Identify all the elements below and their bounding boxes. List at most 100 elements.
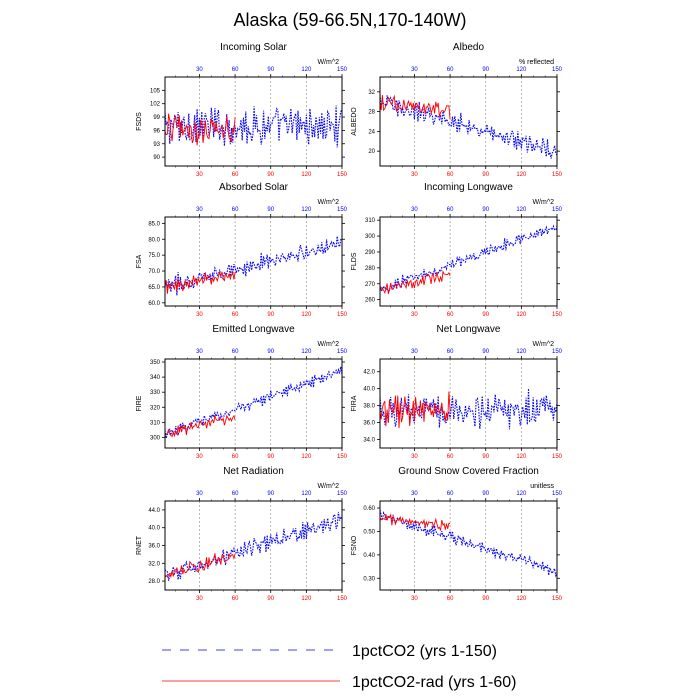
bottom-tick-label: 120 (301, 454, 312, 460)
y-tick-label: 40.0 (148, 526, 160, 532)
units-label: W/m^2 (532, 341, 554, 348)
plot-frame (164, 216, 343, 307)
y-tick-label: 70.0 (148, 269, 160, 275)
series-line-1pctco2 (165, 105, 342, 148)
bottom-tick-label: 60 (447, 596, 454, 602)
y-tick-label: 75.0 (148, 253, 160, 259)
y-tick-label: 260 (365, 298, 376, 304)
y-axis-label: FIRE (136, 395, 143, 411)
top-tick-label: 60 (447, 67, 454, 73)
y-tick-label: 90 (153, 155, 160, 161)
y-tick-label: 270 (365, 282, 376, 288)
panel-absorbed-solar: Absorbed Solar W/m^2 30 30 60 60 90 90 120 120 150… (136, 182, 348, 318)
series-line-1pctco2 (380, 388, 557, 430)
y-tick-label: 42.0 (363, 370, 375, 376)
bottom-tick-label: 60 (232, 312, 239, 318)
y-tick-label: 38.0 (363, 404, 375, 410)
panel-net-radiation: Net Radiation W/m^2 30 30 60 60 90 90 120 120 150 1… (136, 466, 348, 602)
top-tick-label: 150 (337, 207, 348, 213)
series-line-1pctco2 (165, 236, 342, 296)
y-tick-label: 102 (150, 102, 161, 108)
bottom-tick-label: 150 (552, 172, 563, 178)
top-tick-label: 60 (447, 491, 454, 497)
top-tick-label: 120 (516, 491, 527, 497)
bottom-tick-label: 30 (196, 454, 203, 460)
series-line-1pctco2 (380, 224, 557, 293)
y-tick-label: 20 (368, 149, 375, 155)
panel-incoming-longwave: Incoming Longwave W/m^2 30 30 60 60 90 90 120 120… (351, 182, 563, 318)
y-tick-label: 85.0 (148, 221, 160, 227)
units-label: W/m^2 (317, 59, 339, 66)
top-tick-label: 90 (482, 67, 489, 73)
bottom-tick-label: 90 (267, 596, 274, 602)
bottom-tick-label: 150 (552, 454, 563, 460)
top-tick-label: 60 (232, 67, 239, 73)
units-label: unitless (530, 483, 554, 490)
plot-frame (164, 76, 343, 167)
y-tick-label: 340 (150, 375, 161, 381)
panel-title: Albedo (453, 42, 485, 53)
top-tick-label: 150 (337, 491, 348, 497)
legend-label: 1pctCO2-rad (yrs 1-60) (352, 674, 517, 691)
bottom-tick-label: 60 (447, 172, 454, 178)
bottom-tick-label: 120 (301, 596, 312, 602)
plot-frame (379, 358, 558, 449)
y-axis-label: ALBEDO (351, 107, 358, 136)
bottom-tick-label: 90 (267, 312, 274, 318)
bottom-tick-label: 30 (196, 312, 203, 318)
top-tick-label: 90 (267, 349, 274, 355)
top-tick-label: 90 (482, 207, 489, 213)
bottom-tick-label: 30 (411, 312, 418, 318)
top-tick-label: 90 (482, 491, 489, 497)
bottom-tick-label: 150 (552, 312, 563, 318)
top-tick-label: 150 (552, 67, 563, 73)
bottom-tick-label: 120 (301, 312, 312, 318)
top-tick-label: 90 (267, 67, 274, 73)
bottom-tick-label: 120 (516, 596, 527, 602)
units-label: W/m^2 (317, 199, 339, 206)
y-tick-label: 300 (150, 435, 161, 441)
series-line-1pctco2-rad (165, 113, 236, 146)
top-tick-label: 30 (196, 349, 203, 355)
y-tick-label: 330 (150, 390, 161, 396)
y-tick-label: 28.0 (148, 579, 160, 585)
top-tick-label: 120 (301, 207, 312, 213)
y-tick-label: 32 (368, 90, 375, 96)
series-line-1pctco2-rad (165, 414, 236, 438)
top-tick-label: 150 (552, 349, 563, 355)
y-tick-label: 0.40 (363, 553, 375, 559)
series-line-1pctco2 (165, 366, 342, 439)
top-tick-label: 90 (482, 349, 489, 355)
y-tick-label: 34.0 (363, 438, 375, 444)
y-axis-label: FLDS (351, 252, 358, 270)
bottom-tick-label: 90 (482, 312, 489, 318)
panel-net-longwave: Net Longwave W/m^2 30 30 60 60 90 90 120 120 150 15… (351, 324, 563, 460)
series-line-1pctco2 (165, 511, 342, 581)
y-tick-label: 290 (365, 250, 376, 256)
units-label: W/m^2 (317, 483, 339, 490)
y-tick-label: 0.50 (363, 529, 375, 535)
y-tick-label: 65.0 (148, 285, 160, 291)
panel-title: Net Longwave (437, 324, 501, 335)
panel-title: Emitted Longwave (212, 324, 295, 335)
y-axis-label: FSDS (136, 112, 143, 131)
bottom-tick-label: 30 (196, 172, 203, 178)
legend-item-1pctco2-yrs-1-150: 1pctCO2 (yrs 1-150) (162, 643, 497, 660)
y-tick-label: 320 (150, 405, 161, 411)
bottom-tick-label: 30 (196, 596, 203, 602)
y-tick-label: 60.0 (148, 301, 160, 307)
units-label: % reflected (519, 59, 554, 66)
panel-incoming-solar: Incoming Solar W/m^2 30 30 60 60 90 90 120 120 150… (136, 42, 348, 178)
bottom-tick-label: 90 (267, 454, 274, 460)
units-label: W/m^2 (532, 199, 554, 206)
plot-frame (164, 358, 343, 449)
series-line-1pctco2-rad (380, 513, 451, 531)
series-line-1pctco2-rad (165, 270, 236, 294)
series-line-1pctco2-rad (380, 269, 451, 294)
bottom-tick-label: 60 (232, 454, 239, 460)
top-tick-label: 60 (232, 349, 239, 355)
bottom-tick-label: 60 (232, 172, 239, 178)
top-tick-label: 120 (516, 349, 527, 355)
bottom-tick-label: 120 (516, 312, 527, 318)
